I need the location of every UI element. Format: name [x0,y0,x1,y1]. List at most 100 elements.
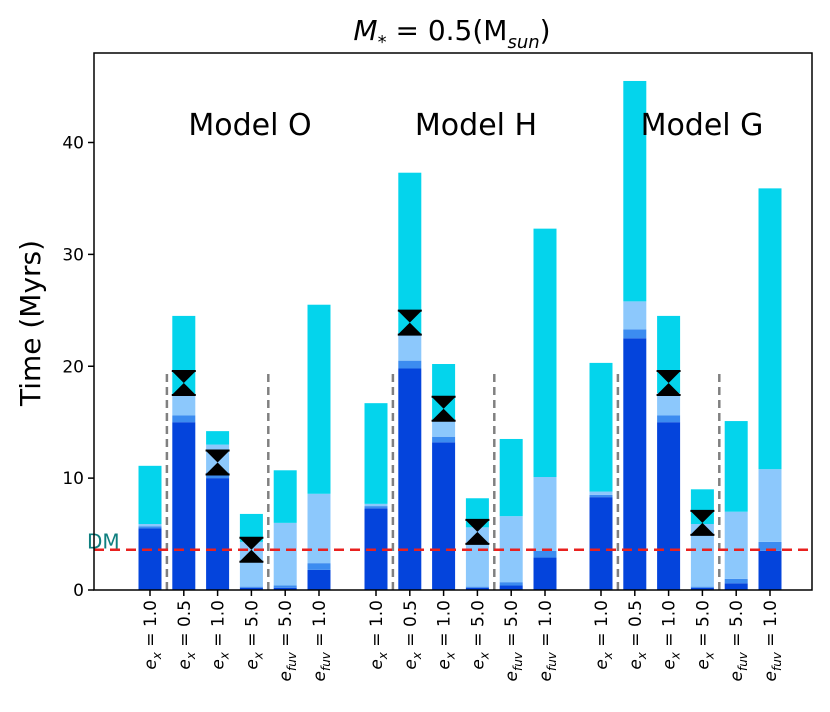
x-tick-label: efuv = 1.0 [536,600,559,682]
bar-segment-1 [758,550,782,590]
bar-segment-2 [432,436,456,443]
hourglass-marker [431,396,456,421]
bar-segment-3 [623,301,647,330]
bar-segment-1 [432,442,456,590]
y-tick-label: 30 [62,245,84,265]
dm-label: DM [87,530,120,554]
bar-segment-4 [364,403,388,504]
bar-segment-2 [465,586,489,588]
bar-segment-4 [533,228,557,478]
bar-segment-1 [465,587,489,590]
bar-segment-1 [273,587,297,590]
bar-segment-1 [172,422,196,590]
bar-segment-1 [499,585,523,590]
bar-segment-1 [398,368,422,590]
x-tick-label: ex = 5.0 [693,600,716,670]
y-tick-label: 40 [62,134,84,154]
bar-segment-1 [239,587,263,590]
bar-segment-1 [657,422,681,590]
bar-segment-3 [432,419,456,437]
bar-segment-2 [690,586,714,588]
bar-segment-2 [758,541,782,551]
bar-segment-1 [533,557,557,590]
model-label: Model H [415,108,537,143]
bar-segment-2 [623,329,647,339]
title-main: M [353,14,377,47]
bar-segment-3 [398,334,422,361]
bar-segment-1 [724,583,748,590]
bar-segment-2 [724,578,748,584]
bar-segment-3 [364,503,388,507]
bar-segment-2 [657,415,681,423]
bar-segment-4 [623,80,647,302]
y-axis-label: Time (Myrs) [14,240,47,407]
bar-segment-4 [499,438,523,517]
bar-segment-1 [138,528,162,590]
bar-segment-4 [206,431,230,445]
x-tick-label: ex = 1.0 [660,600,683,670]
bar-segment-4 [307,304,331,494]
x-tick-label: ex = 1.0 [141,600,164,670]
bar-segment-2 [138,526,162,529]
bar-segment-2 [499,582,523,586]
x-tick-label: efuv = 1.0 [761,600,784,682]
bar-segment-2 [533,550,557,558]
bar-segment-3 [138,523,162,527]
bar-segment-3 [533,477,557,551]
bar-segment-2 [398,360,422,369]
hourglass-marker [465,519,490,544]
bar-segment-4 [239,513,263,542]
bar-segment-3 [307,493,331,564]
x-tick-label: ex = 1.0 [209,600,232,670]
x-tick-label: ex = 1.0 [435,600,458,670]
bar-segment-2 [589,494,613,498]
bar-segment-1 [307,569,331,590]
bar-segment-3 [239,541,263,587]
bar-segment-2 [307,563,331,570]
bar-segment-3 [657,393,681,416]
hourglass-marker [656,371,681,396]
x-tick-label: efuv = 1.0 [310,600,333,682]
bar-segment-4 [758,188,782,470]
x-tick-label: efuv = 5.0 [502,600,525,682]
x-tick-label: ex = 0.5 [175,600,198,670]
x-tick-label: ex = 5.0 [242,600,265,670]
plot-area: DM 0 10 20 30 40 ex = 1.0 ex = 0.5 ex = 1.0 ex = … [62,52,813,682]
hourglass-marker [205,450,230,475]
bar-segment-3 [589,491,613,495]
hourglass-marker [397,310,422,335]
bar-segment-4 [273,470,297,523]
x-tick-label: ex = 5.0 [468,600,491,670]
title-end: ) [540,14,551,47]
model-label: Model G [641,108,764,143]
bar-segment-1 [623,338,647,590]
x-tick-label: ex = 1.0 [592,600,615,670]
bar-segment-4 [432,364,456,420]
x-tick-label: efuv = 5.0 [727,600,750,682]
bar-segment-3 [690,523,714,587]
bar-segment-4 [138,465,162,524]
bar-segment-4 [724,421,748,512]
x-tick-label: ex = 0.5 [626,600,649,670]
bar-segment-1 [690,587,714,590]
bar-segment-3 [758,469,782,542]
bar-segment-2 [239,586,263,588]
hourglass-marker [171,371,196,396]
bar-segment-1 [206,478,230,590]
bar-segment-2 [273,585,297,588]
bar-segment-3 [172,394,196,416]
title-sub-sun: sun [507,32,539,53]
bar-segment-2 [172,415,196,423]
bar-segment-2 [364,506,388,509]
x-tick-label: ex = 1.0 [367,600,390,670]
y-tick-label: 20 [62,357,84,377]
y-tick-label: 0 [73,581,84,601]
plot-frame [93,52,813,591]
hourglass-marker [690,510,715,535]
bar-segment-3 [724,511,748,579]
bar-segment-4 [398,172,422,335]
bar-segment-1 [589,497,613,590]
title-mid: = 0.5(M [387,14,508,47]
chart-title: M* = 0.5(Msun) [353,14,550,53]
bar-segment-3 [273,522,297,586]
